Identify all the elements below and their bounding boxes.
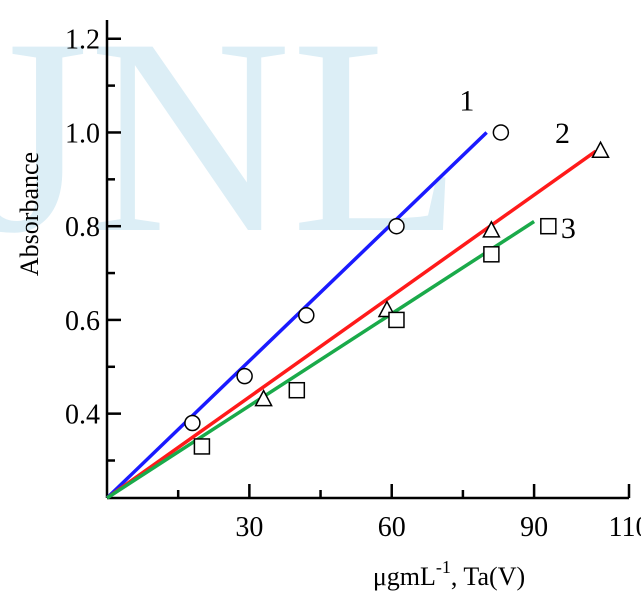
series-2-point <box>482 220 501 238</box>
series-3-point <box>193 438 211 455</box>
series-labels: 1 2 3 <box>459 84 575 245</box>
y-tick-label: 0.8 <box>65 212 100 243</box>
series-1-label: 1 <box>459 84 474 117</box>
y-tick-label: 0.4 <box>65 400 100 431</box>
series-3-line <box>106 220 536 500</box>
x-tick-label: 60 <box>378 512 406 543</box>
axes: 0.4 0.6 0.8 1.0 1.2 30 60 90 110 <box>65 20 641 543</box>
series-1-point <box>388 217 405 235</box>
series-1-point <box>236 367 253 385</box>
series-lines <box>105 131 597 500</box>
x-tick-label: 90 <box>520 512 548 543</box>
x-tick-label: 110 <box>609 512 641 543</box>
x-axis-unit: μgmL <box>373 562 436 591</box>
series-1-point <box>492 124 510 141</box>
series-1-point <box>298 306 315 324</box>
y-tick-label: 1.0 <box>65 118 100 149</box>
series-2-point <box>591 140 610 158</box>
series-3-point <box>483 246 500 263</box>
y-axis-title: Absorbance <box>15 152 44 276</box>
series-3-point <box>540 217 557 235</box>
series-3-point <box>388 311 405 329</box>
series-2-label: 2 <box>555 117 570 150</box>
x-axis-title: μgmL-1, Ta(V) <box>373 557 525 591</box>
x-axis-unit-exponent: -1 <box>436 557 451 577</box>
y-tick-label: 0.6 <box>65 306 100 337</box>
series-2-line <box>105 149 597 500</box>
series-1-line <box>105 131 488 500</box>
series-3-label: 3 <box>561 212 576 245</box>
series-1-point <box>184 414 201 432</box>
watermark: JNL <box>0 0 462 291</box>
y-tick-label: 1.2 <box>65 25 100 56</box>
x-axis-quantity: , Ta(V) <box>451 562 525 591</box>
series-markers <box>184 124 610 455</box>
series-2-point <box>254 388 273 407</box>
series-3-point <box>288 381 306 399</box>
x-tick-label: 30 <box>235 512 263 543</box>
